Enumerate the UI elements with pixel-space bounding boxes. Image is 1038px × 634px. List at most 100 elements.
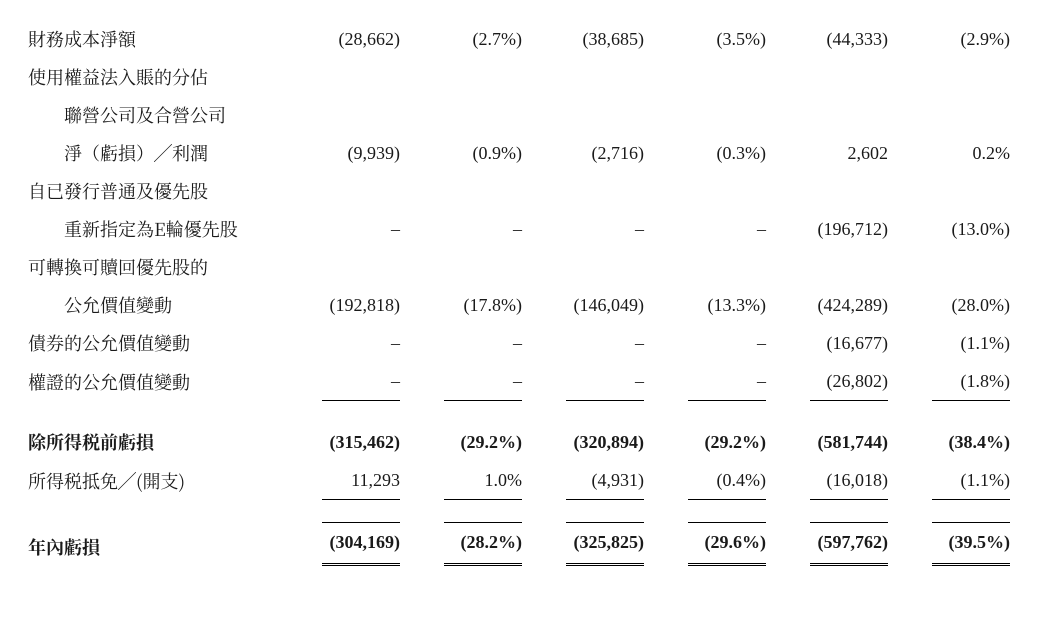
num-cell: – [400,362,522,401]
num-value: 11,293 [322,461,400,500]
num-cell: (196,712) [766,210,888,248]
num-cell: (0.9%) [400,134,522,172]
table-row: 所得税抵免╱(開支)11,2931.0%(4,931)(0.4%)(16,018… [28,461,1010,500]
num-cell [278,96,400,134]
num-value: – [688,210,766,248]
num-cell [766,248,888,286]
num-cell: – [278,210,400,248]
num-value: – [322,362,400,401]
num-value: – [444,362,522,401]
num-value: (26,802) [810,362,888,401]
num-cell: (3.5%) [644,20,766,58]
financial-table: 財務成本淨額 (28,662) (2.7%) (38,685)(3.5%) (44,33… [28,20,1010,566]
num-value: – [566,210,644,248]
num-cell [644,96,766,134]
num-value: (146,049) [566,286,644,324]
num-cell [644,58,766,96]
num-cell [644,172,766,210]
num-value: (13.3%) [688,286,766,324]
num-value: (192,818) [322,286,400,324]
num-cell: 0.2% [888,134,1010,172]
row-label: 使用權益法入賬的分佔 [28,58,278,96]
num-cell: – [522,210,644,248]
num-value: 1.0% [444,461,522,500]
num-value: (0.9%) [444,134,522,172]
num-cell: – [644,362,766,401]
num-cell: (2,716) [522,134,644,172]
financial-table-body: 財務成本淨額 (28,662) (2.7%) (38,685)(3.5%) (44,33… [28,20,1010,566]
num-cell [522,248,644,286]
num-cell [400,96,522,134]
num-value: (28.0%) [932,286,1010,324]
num-cell: 1.0% [400,461,522,500]
num-cell: (29.2%) [400,423,522,461]
num-value: – [322,210,400,248]
num-cell: (13.3%) [644,286,766,324]
num-value: – [444,210,522,248]
num-value: (1.1%) [932,324,1010,362]
num-cell: (146,049) [522,286,644,324]
spacer-cell [28,401,1010,423]
num-cell: – [400,210,522,248]
num-value: (325,825) [566,522,644,566]
num-cell: (325,825) [522,522,644,566]
num-cell: (192,818) [278,286,400,324]
num-value: (597,762) [810,522,888,566]
num-cell: (9,939) [278,134,400,172]
num-value: (1.8%) [932,362,1010,401]
num-cell [278,172,400,210]
num-value: (16,018) [810,461,888,500]
num-value: (320,894) [566,423,644,461]
num-cell: (39.5%) [888,522,1010,566]
num-cell [400,172,522,210]
num-cell: (28,662) [278,20,400,58]
num-cell [888,96,1010,134]
num-cell: – [522,362,644,401]
table-row: 聯營公司及合營公司 [28,96,1010,134]
num-value: (28,662) [322,20,400,58]
num-cell: – [278,324,400,362]
num-value: 0.2% [932,134,1010,172]
row-label: 財務成本淨額 [28,20,278,58]
num-cell: (304,169) [278,522,400,566]
num-cell: (44,333) [766,20,888,58]
num-value: (0.3%) [688,134,766,172]
num-cell: (28.0%) [888,286,1010,324]
num-value: – [444,324,522,362]
num-cell: (38,685) [522,20,644,58]
num-value: (9,939) [322,134,400,172]
num-cell: – [522,324,644,362]
num-value: – [688,362,766,401]
row-label: 聯營公司及合營公司 [28,96,278,134]
table-row: 除所得税前虧損(315,462)(29.2%)(320,894)(29.2%)(… [28,423,1010,461]
num-value: (38,685) [566,20,644,58]
table-row: 淨（虧損）╱利潤(9,939)(0.9%)(2,716)(0.3%)2,6020… [28,134,1010,172]
num-cell: (4,931) [522,461,644,500]
row-label: 自已發行普通及優先股 [28,172,278,210]
num-cell: (17.8%) [400,286,522,324]
row-label: 債券的公允價值變動 [28,324,278,362]
num-cell: (581,744) [766,423,888,461]
num-value: (44,333) [810,20,888,58]
num-cell [278,58,400,96]
num-cell: – [278,362,400,401]
num-cell [766,58,888,96]
num-value: (2.7%) [444,20,522,58]
num-value: – [322,324,400,362]
num-cell: (38.4%) [888,423,1010,461]
num-cell: – [644,210,766,248]
num-value: (28.2%) [444,522,522,566]
num-value: (39.5%) [932,522,1010,566]
num-value: (29.2%) [444,423,522,461]
table-row: 自已發行普通及優先股 [28,172,1010,210]
table-row: 重新指定為E輪優先股––––(196,712)(13.0%) [28,210,1010,248]
num-cell [522,172,644,210]
num-cell: (29.6%) [644,522,766,566]
num-value: (304,169) [322,522,400,566]
num-cell: (1.1%) [888,324,1010,362]
num-value: – [566,324,644,362]
num-cell [888,248,1010,286]
row-label: 淨（虧損）╱利潤 [28,134,278,172]
row-label: 所得税抵免╱(開支) [28,461,278,500]
num-cell: (597,762) [766,522,888,566]
